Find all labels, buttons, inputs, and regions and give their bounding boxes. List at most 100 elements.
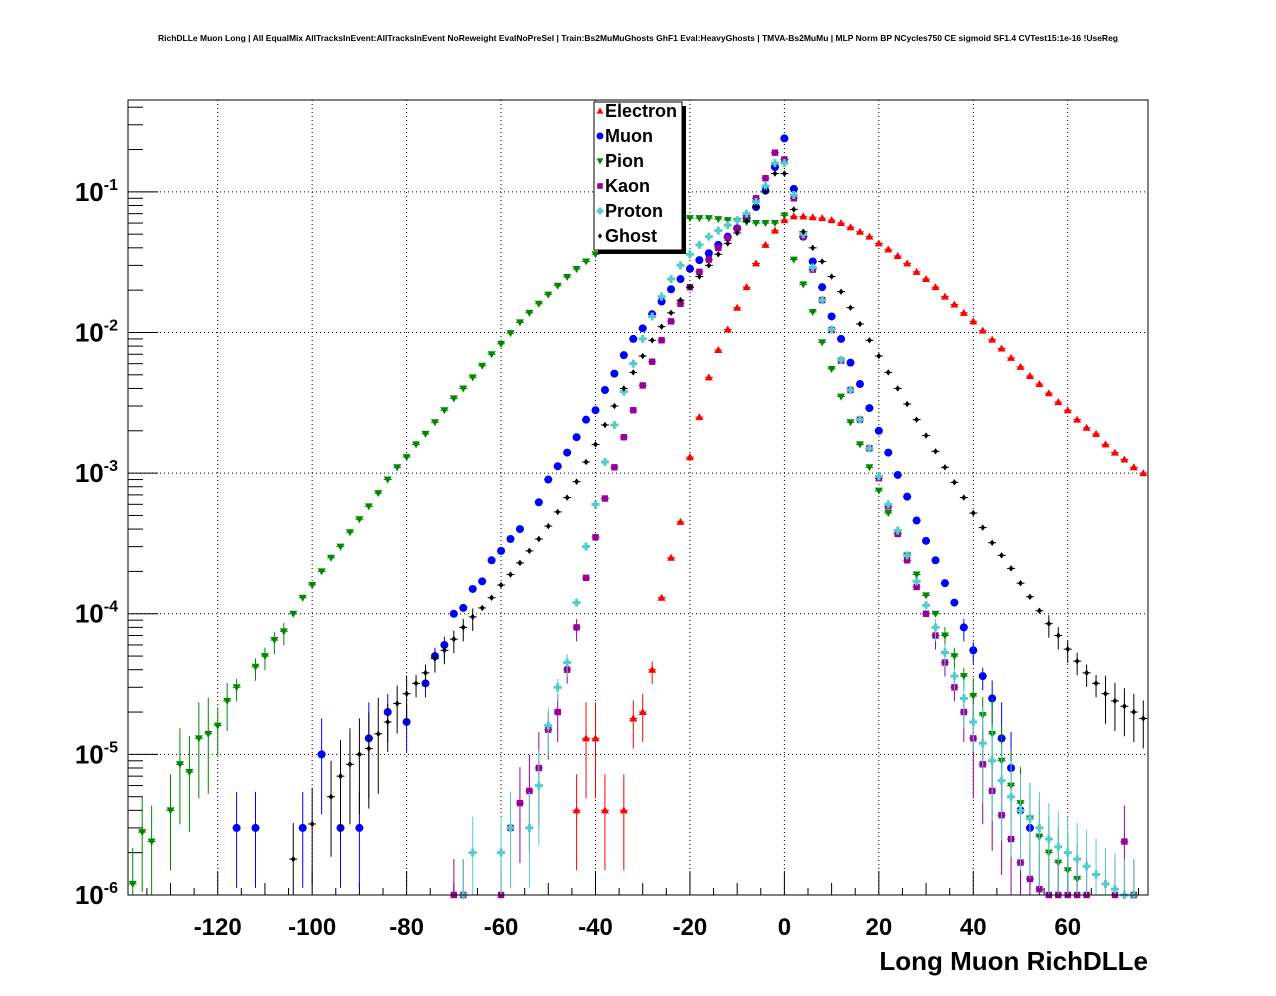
data-point xyxy=(128,880,137,888)
data-point xyxy=(317,568,326,576)
data-point xyxy=(914,416,920,423)
data-point xyxy=(837,219,846,227)
data-point xyxy=(912,577,921,586)
data-point xyxy=(597,233,603,239)
data-point xyxy=(1101,879,1110,888)
data-point xyxy=(950,300,959,308)
data-point xyxy=(959,623,968,632)
data-point xyxy=(714,216,723,224)
data-point xyxy=(563,658,572,667)
data-point xyxy=(572,265,581,273)
data-point xyxy=(449,609,458,618)
data-point xyxy=(696,268,703,276)
data-point xyxy=(497,340,506,348)
x-axis-title: Long Muon RichDLLe xyxy=(879,946,1148,976)
data-point xyxy=(356,751,362,758)
data-point xyxy=(1082,423,1091,431)
data-point xyxy=(704,373,713,381)
data-point xyxy=(364,503,373,511)
data-point xyxy=(903,557,911,564)
data-point xyxy=(563,274,572,282)
data-point xyxy=(440,407,449,415)
x-tick-label: -20 xyxy=(673,914,708,941)
data-point xyxy=(685,215,694,223)
data-point xyxy=(989,539,995,546)
data-point xyxy=(969,646,978,655)
data-point xyxy=(857,320,863,328)
data-point xyxy=(808,263,817,272)
y-tick-label: 10-2 xyxy=(75,317,118,347)
data-point xyxy=(912,267,921,275)
data-point xyxy=(1074,657,1080,665)
data-point xyxy=(327,554,336,562)
data-point xyxy=(837,334,846,343)
x-tick-label: 20 xyxy=(865,914,892,941)
data-point xyxy=(1082,862,1091,871)
data-point xyxy=(629,334,638,343)
data-point xyxy=(517,559,523,567)
data-point xyxy=(770,226,779,234)
data-point xyxy=(988,756,997,765)
data-point xyxy=(449,395,458,403)
x-tick-label: -80 xyxy=(389,914,424,941)
y-tick-label: 10-3 xyxy=(75,458,118,488)
data-point xyxy=(696,273,702,280)
data-point xyxy=(638,324,647,333)
data-point xyxy=(723,217,732,225)
legend-label-electron: Electron xyxy=(605,101,677,121)
data-point xyxy=(959,673,968,681)
data-point xyxy=(375,730,381,738)
data-point xyxy=(413,680,419,687)
data-point xyxy=(884,510,893,518)
legend-label-proton: Proton xyxy=(605,201,663,221)
data-point xyxy=(723,325,732,333)
data-point xyxy=(648,665,657,673)
data-point xyxy=(912,571,921,579)
data-point xyxy=(893,526,902,535)
data-point xyxy=(574,478,580,485)
data-point xyxy=(213,722,222,730)
data-point xyxy=(705,256,713,263)
data-point xyxy=(639,382,646,389)
data-point xyxy=(1110,885,1119,894)
data-point xyxy=(412,441,421,449)
data-point xyxy=(602,421,608,429)
data-point xyxy=(591,500,600,509)
data-point xyxy=(874,426,883,435)
data-point xyxy=(685,453,694,461)
data-point xyxy=(772,170,778,177)
data-point xyxy=(676,261,685,270)
data-point xyxy=(855,227,864,235)
data-point xyxy=(582,734,591,742)
data-point xyxy=(827,216,836,224)
data-point xyxy=(865,404,874,413)
data-point xyxy=(534,300,543,308)
y-axis-tick-labels: 10-6 10-5 10-4 10-3 10-2 10-1 xyxy=(75,177,118,910)
data-point xyxy=(667,275,676,284)
data-point xyxy=(800,228,806,235)
data-point xyxy=(534,498,543,507)
data-point xyxy=(298,823,307,832)
data-point xyxy=(922,592,931,600)
data-point xyxy=(659,323,665,330)
data-point xyxy=(1140,715,1146,722)
data-point xyxy=(876,352,882,360)
data-point xyxy=(525,823,534,832)
data-point xyxy=(394,700,400,707)
data-point xyxy=(761,220,770,228)
data-point xyxy=(563,448,572,457)
data-point xyxy=(657,292,666,301)
data-point xyxy=(592,534,599,541)
data-point xyxy=(1055,632,1061,639)
data-point xyxy=(903,492,912,501)
data-point xyxy=(478,577,487,586)
data-point xyxy=(903,551,912,560)
data-point xyxy=(497,848,506,857)
data-point xyxy=(336,543,345,551)
data-point xyxy=(959,694,968,703)
data-point xyxy=(572,433,581,442)
data-point xyxy=(374,490,383,498)
data-point xyxy=(1046,620,1052,627)
data-point xyxy=(175,761,184,769)
data-point xyxy=(516,799,524,807)
